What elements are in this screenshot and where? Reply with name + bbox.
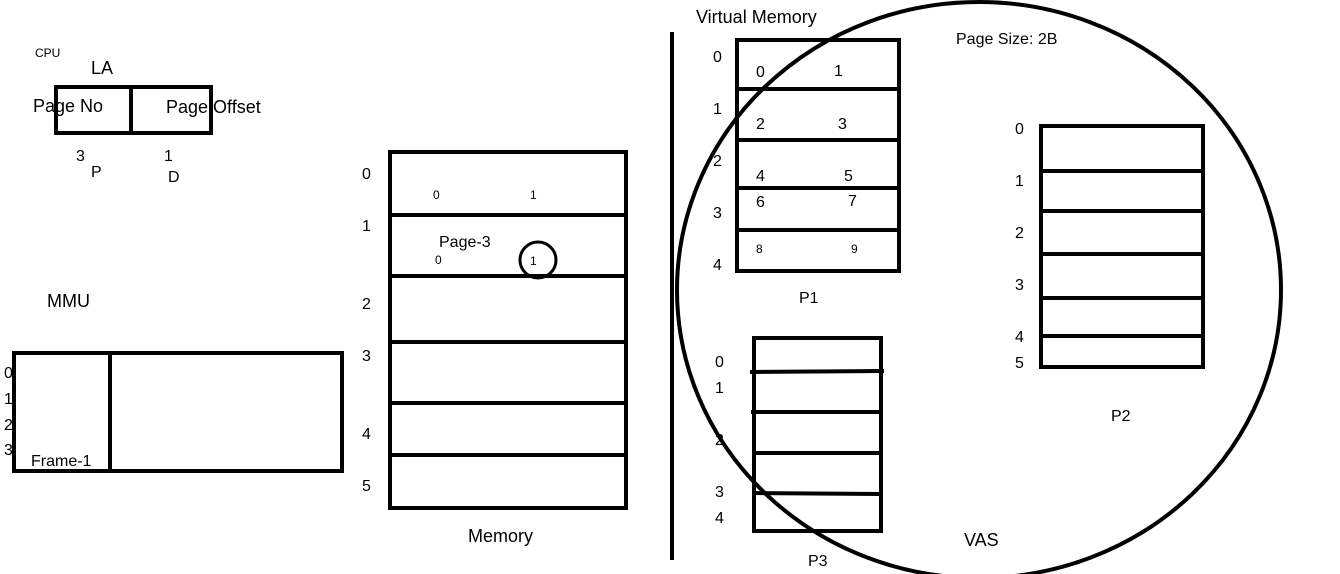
- p1-page-number: 4: [713, 257, 722, 274]
- offset-value: 1: [164, 148, 173, 165]
- cpu-label: CPU: [35, 46, 60, 60]
- page-3-label: Page-3: [439, 234, 491, 251]
- p1-page-number: 1: [713, 101, 722, 118]
- memory-section: 0 1 2 3 4 5 0 1 Page-3 0 1 Memory: [362, 150, 628, 546]
- p1-cell: 1: [834, 63, 843, 80]
- p1-cell: 9: [851, 242, 858, 256]
- p2-page-number: 5: [1015, 355, 1024, 372]
- memory-frame-number: 4: [362, 426, 371, 443]
- p3-page-number: 2: [715, 432, 724, 449]
- logical-address-box: [54, 85, 213, 135]
- highlight-circle: [518, 240, 558, 280]
- memory-label: Memory: [468, 526, 533, 546]
- p1-page-number: 3: [713, 205, 722, 222]
- page-number-value: 3: [76, 148, 85, 165]
- p3-page-divider: [753, 491, 882, 496]
- page-table-box: [12, 351, 344, 473]
- page-size-label: Page Size: 2B: [956, 31, 1057, 48]
- offset-symbol: D: [168, 169, 180, 186]
- p3-page-divider: [749, 369, 885, 374]
- memory-cell: 1: [530, 188, 537, 202]
- process-p1: 0 1 2 3 4 0 1 2 3 4 5 6 7 8 9 P1: [713, 38, 901, 307]
- memory-cell: 0: [435, 253, 442, 267]
- memory-frame-number: 1: [362, 218, 371, 235]
- memory-frame-number: 2: [362, 296, 371, 313]
- p1-cell: 4: [756, 168, 765, 185]
- p1-cell: 7: [848, 193, 857, 210]
- p2-page-number: 0: [1015, 121, 1024, 138]
- page-table-row-number: 2: [4, 417, 13, 434]
- p1-cell: 5: [844, 168, 853, 185]
- p2-page-number: 3: [1015, 277, 1024, 294]
- virtual-memory-title: Virtual Memory: [696, 7, 817, 27]
- page-symbol: P: [91, 164, 102, 181]
- mmu-label: MMU: [47, 291, 90, 311]
- p1-cell: 0: [756, 64, 765, 81]
- memory-cell: 1: [530, 254, 537, 268]
- p2-box: [1039, 124, 1205, 369]
- page-table-row-number: 3: [4, 442, 13, 459]
- p2-page-number: 2: [1015, 225, 1024, 242]
- p1-cell: 2: [756, 116, 765, 133]
- p1-box: [735, 38, 901, 273]
- p1-cell: 3: [838, 116, 847, 133]
- page-table-row-number: 0: [4, 365, 13, 382]
- p3-page-number: 3: [715, 484, 724, 501]
- p3-label: P3: [808, 553, 828, 570]
- cpu-section: CPU LA Page No Page Offset 3 P 1 D: [33, 46, 261, 186]
- memory-frame-number: 5: [362, 478, 371, 495]
- memory-frame-number: 0: [362, 166, 371, 183]
- p2-label: P2: [1111, 408, 1131, 425]
- process-p2: 0 1 2 3 4 5 P2: [1015, 121, 1205, 425]
- memory-frame-number: 3: [362, 348, 371, 365]
- p1-page-number: 2: [713, 153, 722, 170]
- vas-circle: [675, 0, 1283, 574]
- vas-label: VAS: [964, 530, 999, 550]
- p2-page-number: 1: [1015, 173, 1024, 190]
- p3-page-number: 0: [715, 354, 724, 371]
- p1-label: P1: [799, 290, 819, 307]
- page-offset-label: Page Offset: [166, 97, 261, 117]
- p1-page-number: 0: [713, 49, 722, 66]
- frame-label: Frame-1: [31, 453, 92, 470]
- p3-box: [752, 336, 883, 533]
- page-no-label: Page No: [33, 96, 103, 116]
- memory-cell: 0: [433, 188, 440, 202]
- p2-page-number: 4: [1015, 329, 1024, 346]
- memory-box: [388, 150, 628, 510]
- p3-page-number: 4: [715, 510, 724, 527]
- virtual-memory-section: Virtual Memory Page Size: 2B 0 1 2 3 4 0…: [675, 0, 1283, 574]
- process-p3: 0 1 2 3 4 P3: [715, 336, 885, 570]
- p1-cell: 6: [756, 194, 765, 211]
- p1-cell: 8: [756, 242, 763, 256]
- p3-page-number: 1: [715, 380, 724, 397]
- la-label: LA: [91, 58, 113, 78]
- mmu-section: MMU 0 1 2 3 Frame-1: [4, 291, 344, 473]
- page-table-row-number: 1: [4, 391, 13, 408]
